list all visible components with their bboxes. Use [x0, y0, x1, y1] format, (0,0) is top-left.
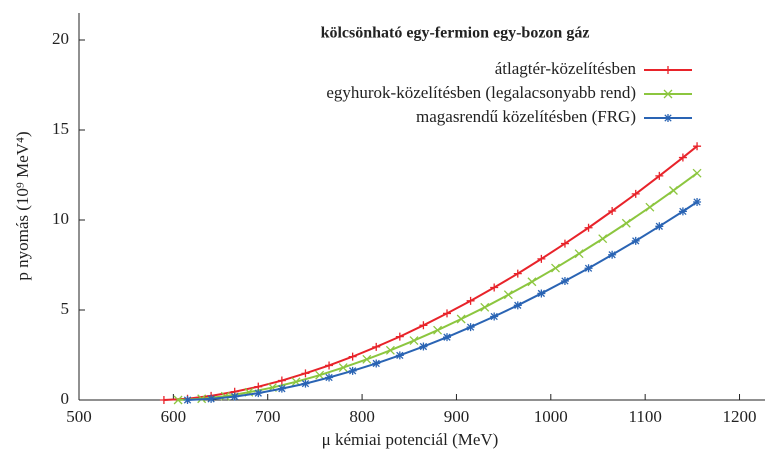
data-point: [325, 361, 334, 370]
x-tick-label: 500: [66, 407, 92, 426]
x-tick-label: 1100: [628, 407, 661, 426]
data-point: [480, 302, 490, 312]
data-point: [693, 142, 702, 151]
data-point: [655, 222, 664, 231]
legend-title: kölcsönható egy-fermion egy-bozon gáz: [321, 25, 590, 42]
x-tick-label: 1200: [723, 407, 757, 426]
data-point: [419, 342, 428, 351]
data-point: [608, 250, 617, 259]
data-point: [537, 254, 546, 263]
data-point: [325, 373, 334, 382]
data-point: [560, 277, 569, 286]
data-point: [678, 153, 687, 162]
data-point: [678, 207, 687, 216]
data-point: [173, 395, 183, 405]
data-point: [159, 396, 168, 404]
data-point: [513, 301, 522, 310]
legend-label: egyhurok-közelítésben (legalacsonyabb re…: [326, 83, 636, 102]
y-tick-label: 0: [61, 389, 70, 408]
y-tick-label: 20: [52, 29, 69, 48]
data-point: [301, 369, 310, 378]
data-point: [490, 283, 499, 292]
data-point: [409, 336, 419, 346]
data-point: [338, 363, 348, 373]
data-point: [277, 376, 286, 385]
x-axis-label: μ kémiai potenciál (MeV): [322, 430, 499, 449]
data-point: [348, 352, 357, 361]
data-point: [645, 202, 655, 212]
data-point: [490, 312, 499, 321]
legend-label: magasrendű közelítésben (FRG): [416, 107, 636, 126]
data-point: [348, 366, 357, 375]
y-tick-label: 10: [52, 209, 69, 228]
series-line: [163, 145, 698, 401]
data-point: [466, 296, 475, 305]
data-point: [254, 389, 263, 398]
data-point: [513, 269, 522, 278]
data-point: [419, 321, 428, 330]
data-point: [372, 342, 381, 351]
data-point: [551, 263, 560, 273]
data-point: [631, 189, 640, 198]
data-point: [220, 391, 230, 401]
data-point: [456, 314, 466, 324]
data-point: [385, 345, 395, 355]
data-point: [362, 354, 372, 364]
data-point: [372, 359, 381, 368]
legend-marker: [664, 114, 672, 122]
legend-marker: [663, 89, 673, 99]
data-point: [466, 323, 475, 332]
data-point: [443, 309, 452, 318]
legend-marker: [664, 66, 672, 74]
data-point: [631, 236, 640, 245]
series-line: [187, 201, 698, 401]
data-point: [693, 198, 702, 206]
data-point: [395, 351, 404, 360]
legend-label: átlagtér-közelítésben: [495, 59, 637, 78]
y-tick-label: 5: [61, 299, 70, 318]
data-point: [527, 277, 537, 287]
data-point: [669, 186, 678, 195]
data-point: [574, 249, 584, 259]
data-point: [692, 168, 702, 178]
data-point: [560, 239, 569, 248]
data-point: [584, 264, 593, 273]
data-point: [230, 392, 239, 401]
data-point: [433, 325, 443, 335]
data-point: [503, 290, 513, 300]
x-tick-label: 800: [349, 407, 375, 426]
x-tick-label: 700: [255, 407, 281, 426]
data-point: [655, 171, 664, 180]
data-point: [315, 370, 325, 380]
y-tick-label: 15: [52, 119, 69, 138]
data-point: [183, 396, 192, 404]
series-line: [178, 172, 698, 401]
x-tick-label: 600: [161, 407, 187, 426]
data-point: [598, 234, 608, 244]
data-point: [443, 333, 452, 342]
data-point: [395, 332, 404, 341]
data-point: [537, 289, 546, 298]
data-point: [608, 207, 617, 215]
data-point: [301, 379, 310, 388]
x-tick-label: 900: [444, 407, 470, 426]
data-point: [621, 218, 631, 228]
x-tick-label: 1000: [534, 407, 568, 426]
data-point: [277, 384, 286, 393]
data-point: [207, 394, 216, 403]
data-point: [584, 223, 593, 232]
y-axis-label: p nyomás (10⁹ MeV⁴): [13, 131, 32, 280]
